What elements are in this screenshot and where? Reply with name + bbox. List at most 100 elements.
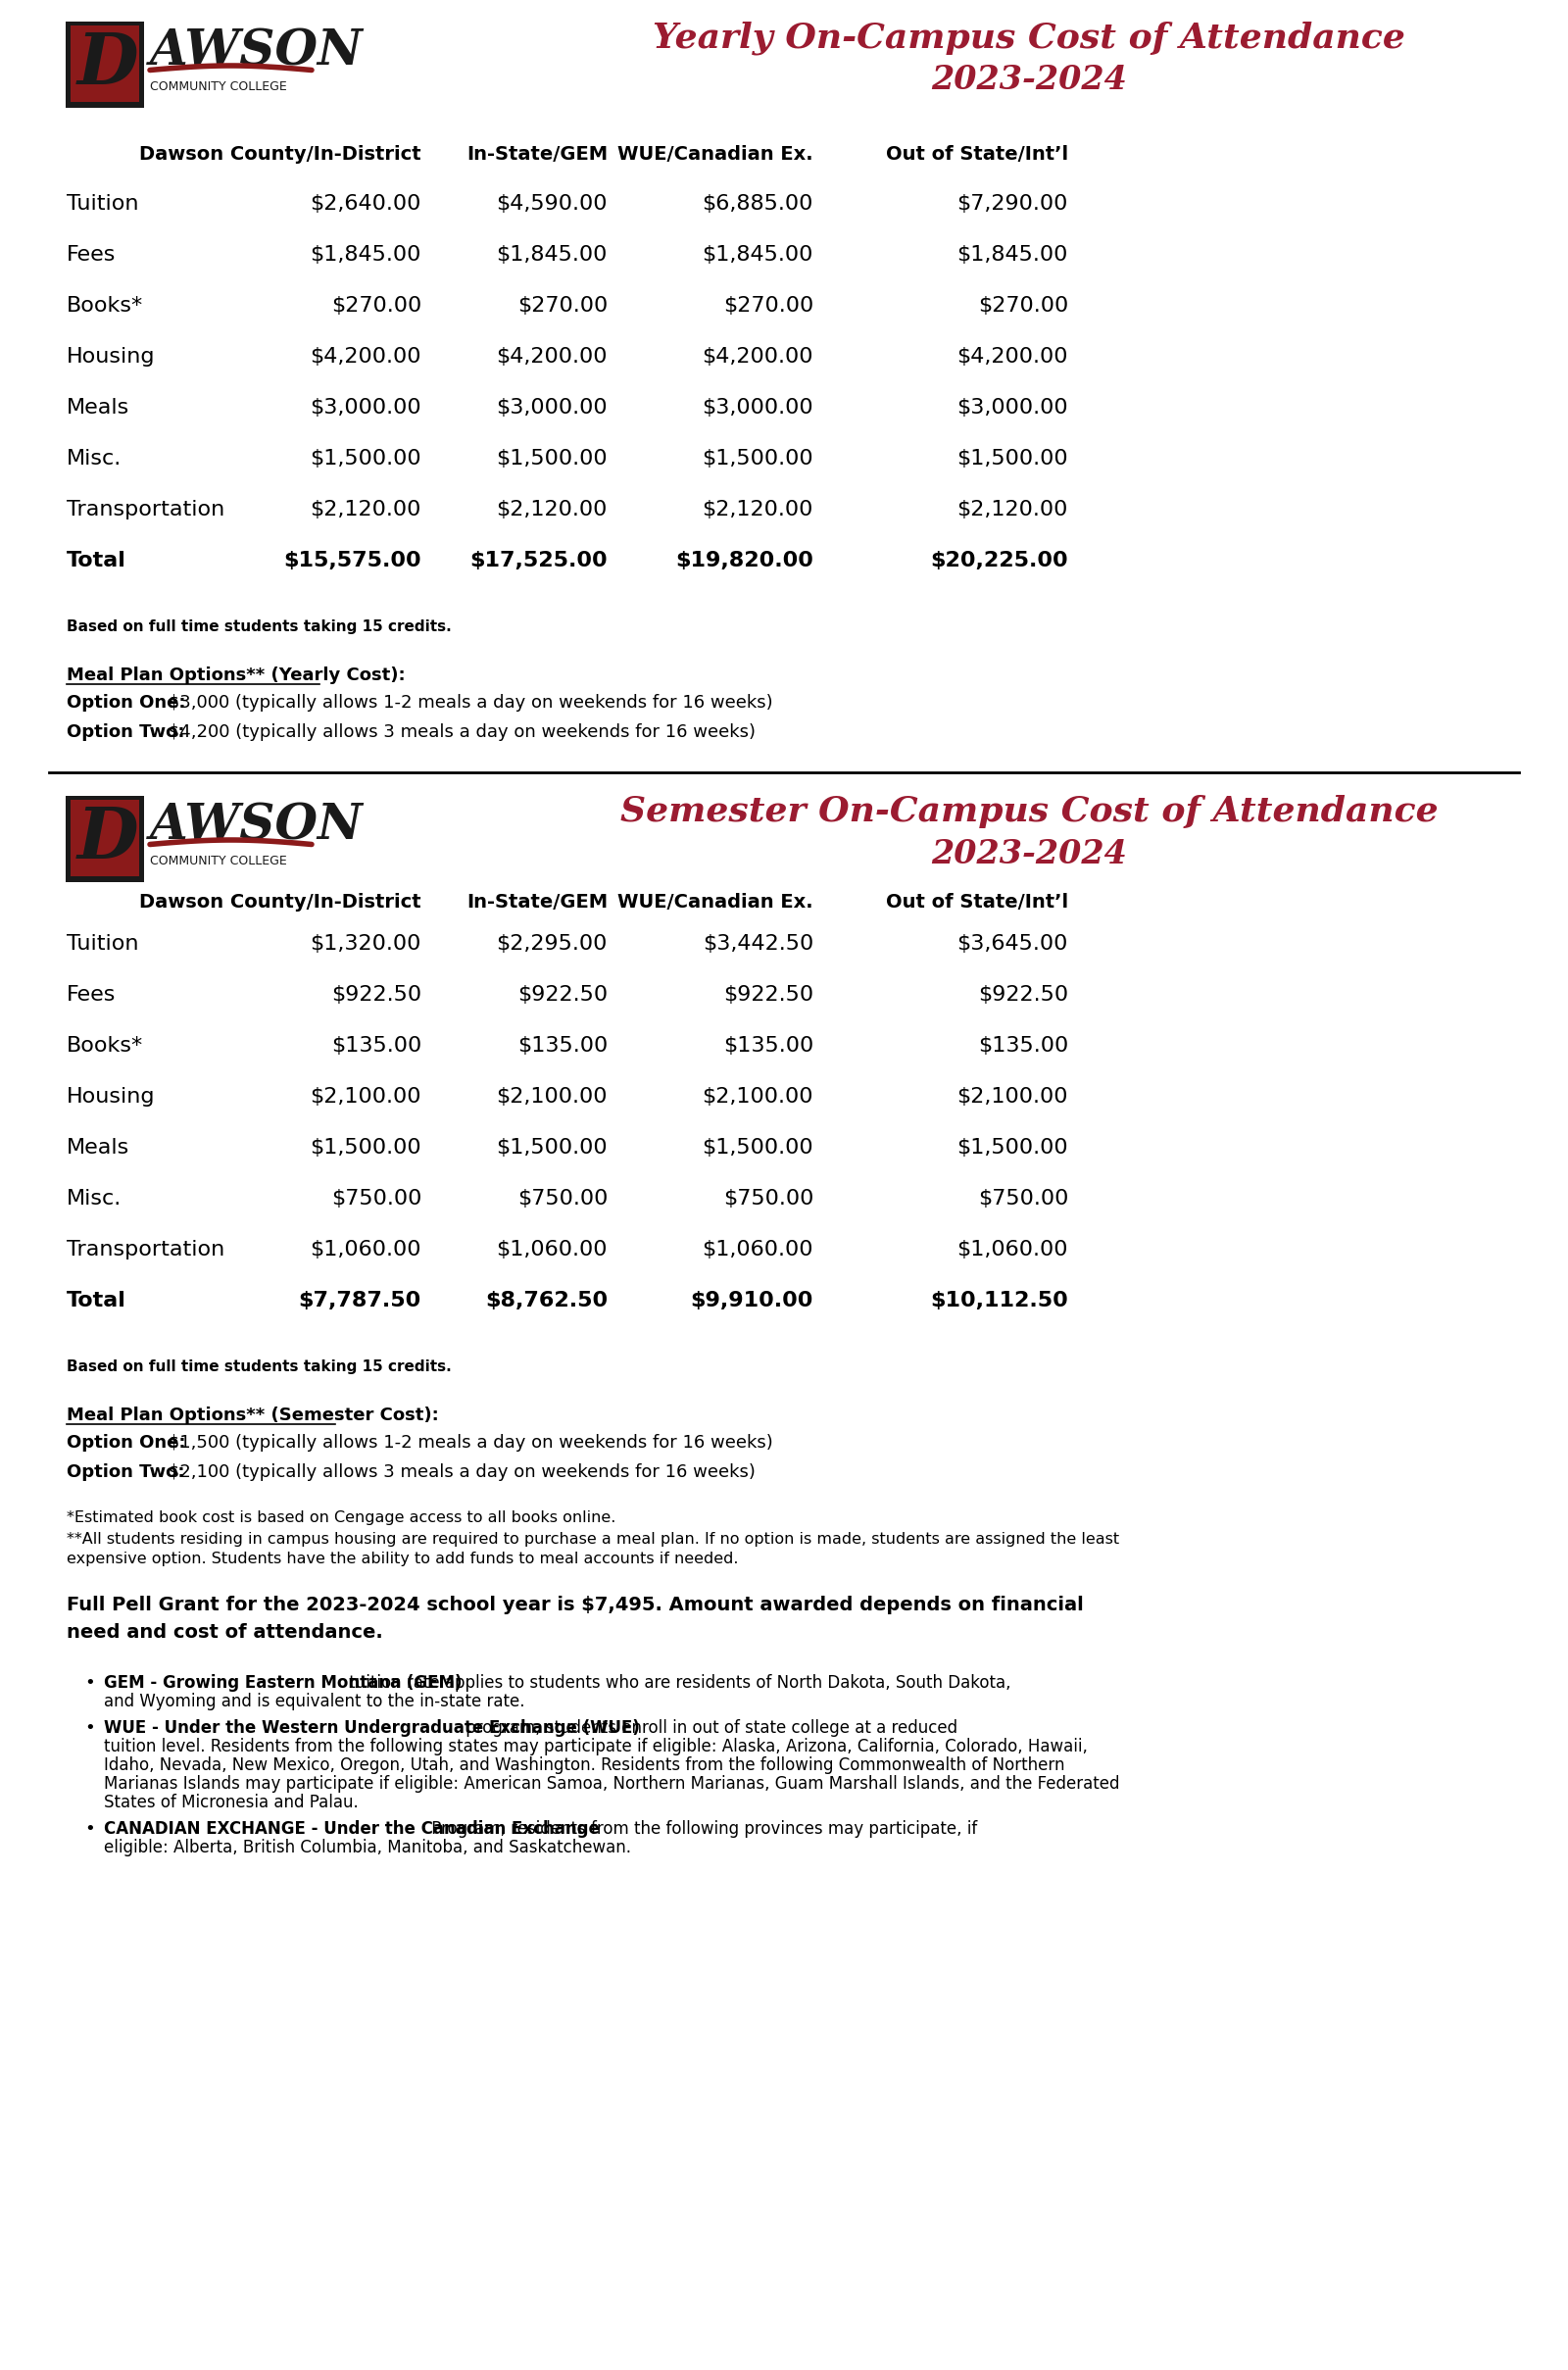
Text: $1,060.00: $1,060.00	[310, 1240, 422, 1258]
Text: Tuition: Tuition	[66, 934, 138, 953]
Text: GEM - Growing Eastern Montana (GEM): GEM - Growing Eastern Montana (GEM)	[103, 1673, 463, 1692]
Text: $1,845.00: $1,845.00	[310, 244, 422, 265]
Text: Books*: Books*	[66, 296, 143, 315]
Text: $922.50: $922.50	[978, 986, 1068, 1005]
Text: $3,000.00: $3,000.00	[702, 398, 814, 417]
FancyBboxPatch shape	[66, 796, 144, 882]
Text: $2,100.00: $2,100.00	[497, 1088, 608, 1107]
Text: tuition level. Residents from the following states may participate if eligible: : tuition level. Residents from the follow…	[103, 1737, 1088, 1756]
Text: Misc.: Misc.	[66, 448, 122, 469]
Text: Meals: Meals	[66, 1138, 130, 1157]
Text: COMMUNITY COLLEGE: COMMUNITY COLLEGE	[151, 853, 287, 867]
Text: $17,525.00: $17,525.00	[470, 550, 608, 571]
Text: WUE/Canadian Ex.: WUE/Canadian Ex.	[618, 893, 814, 912]
Text: Fees: Fees	[66, 244, 116, 265]
Text: $1,060.00: $1,060.00	[956, 1240, 1068, 1258]
Text: D: D	[77, 803, 140, 875]
Text: eligible: Alberta, British Columbia, Manitoba, and Saskatchewan.: eligible: Alberta, British Columbia, Man…	[103, 1839, 630, 1856]
Text: WUE - Under the Western Undergraduate Exchange (WUE): WUE - Under the Western Undergraduate Ex…	[103, 1718, 640, 1737]
Text: Housing: Housing	[66, 1088, 155, 1107]
Text: program, students enroll in out of state college at a reduced: program, students enroll in out of state…	[461, 1718, 958, 1737]
Text: Books*: Books*	[66, 1036, 143, 1055]
Text: $135.00: $135.00	[331, 1036, 422, 1055]
Text: $1,500.00: $1,500.00	[310, 1138, 422, 1157]
Text: $1,500.00: $1,500.00	[702, 448, 814, 469]
Text: Misc.: Misc.	[66, 1190, 122, 1209]
Text: $2,100.00: $2,100.00	[956, 1088, 1068, 1107]
Text: $1,845.00: $1,845.00	[702, 244, 814, 265]
Text: $3,442.50: $3,442.50	[702, 934, 814, 953]
Text: $1,845.00: $1,845.00	[956, 244, 1068, 265]
Text: $4,200.00: $4,200.00	[702, 346, 814, 367]
Text: In-State/GEM: In-State/GEM	[466, 145, 608, 164]
Text: Yearly On-Campus Cost of Attendance: Yearly On-Campus Cost of Attendance	[652, 21, 1405, 55]
FancyBboxPatch shape	[66, 21, 144, 107]
Text: CANADIAN EXCHANGE - Under the Canadian Exchange: CANADIAN EXCHANGE - Under the Canadian E…	[103, 1820, 599, 1837]
Text: $1,060.00: $1,060.00	[702, 1240, 814, 1258]
Text: Transportation: Transportation	[66, 500, 224, 519]
Text: $1,500.00: $1,500.00	[702, 1138, 814, 1157]
Text: •: •	[85, 1718, 94, 1737]
Text: Dawson County/In-District: Dawson County/In-District	[140, 893, 422, 912]
Text: $4,200.00: $4,200.00	[310, 346, 422, 367]
Text: $9,910.00: $9,910.00	[690, 1292, 814, 1311]
Text: 2023-2024: 2023-2024	[931, 64, 1127, 97]
FancyBboxPatch shape	[71, 26, 140, 102]
Text: Meal Plan Options** (Semester Cost):: Meal Plan Options** (Semester Cost):	[66, 1405, 439, 1424]
Text: $1,500.00: $1,500.00	[956, 448, 1068, 469]
Text: $135.00: $135.00	[723, 1036, 814, 1055]
Text: $1,500 (typically allows 1-2 meals a day on weekends for 16 weeks): $1,500 (typically allows 1-2 meals a day…	[163, 1434, 773, 1450]
Text: Total: Total	[66, 550, 127, 571]
Text: $8,762.50: $8,762.50	[485, 1292, 608, 1311]
Text: Full Pell Grant for the 2023-2024 school year is $7,495. Amount awarded depends : Full Pell Grant for the 2023-2024 school…	[66, 1595, 1083, 1614]
Text: tuition rate applies to students who are residents of North Dakota, South Dakota: tuition rate applies to students who are…	[343, 1673, 1011, 1692]
Text: WUE/Canadian Ex.: WUE/Canadian Ex.	[618, 145, 814, 164]
Text: AWSON: AWSON	[151, 803, 364, 851]
Text: Based on full time students taking 15 credits.: Based on full time students taking 15 cr…	[66, 1360, 452, 1375]
Text: $270.00: $270.00	[723, 296, 814, 315]
Text: $2,120.00: $2,120.00	[310, 500, 422, 519]
Text: $270.00: $270.00	[331, 296, 422, 315]
Text: $4,590.00: $4,590.00	[497, 194, 608, 213]
Text: $1,500.00: $1,500.00	[495, 448, 608, 469]
Text: 2023-2024: 2023-2024	[931, 839, 1127, 870]
Text: $135.00: $135.00	[517, 1036, 608, 1055]
Text: In-State/GEM: In-State/GEM	[466, 893, 608, 912]
Text: $750.00: $750.00	[517, 1190, 608, 1209]
Text: $19,820.00: $19,820.00	[676, 550, 814, 571]
Text: COMMUNITY COLLEGE: COMMUNITY COLLEGE	[151, 81, 287, 92]
Text: Option One:: Option One:	[66, 694, 185, 711]
Text: $3,000 (typically allows 1-2 meals a day on weekends for 16 weeks): $3,000 (typically allows 1-2 meals a day…	[163, 694, 773, 711]
Text: $750.00: $750.00	[978, 1190, 1068, 1209]
Text: Total: Total	[66, 1292, 127, 1311]
Text: need and cost of attendance.: need and cost of attendance.	[66, 1623, 383, 1642]
Text: $20,225.00: $20,225.00	[930, 550, 1068, 571]
Text: Option Two:: Option Two:	[66, 1462, 185, 1481]
Text: Option One:: Option One:	[66, 1434, 185, 1450]
Text: $270.00: $270.00	[978, 296, 1068, 315]
Text: $2,100.00: $2,100.00	[310, 1088, 422, 1107]
Text: $2,100 (typically allows 3 meals a day on weekends for 16 weeks): $2,100 (typically allows 3 meals a day o…	[163, 1462, 756, 1481]
Text: expensive option. Students have the ability to add funds to meal accounts if nee: expensive option. Students have the abil…	[66, 1552, 739, 1567]
Text: •: •	[85, 1673, 94, 1692]
Text: Out of State/Int’l: Out of State/Int’l	[886, 893, 1068, 912]
Text: $270.00: $270.00	[517, 296, 608, 315]
Text: $922.50: $922.50	[723, 986, 814, 1005]
Text: $4,200.00: $4,200.00	[956, 346, 1068, 367]
FancyBboxPatch shape	[71, 799, 140, 877]
Text: Dawson County/In-District: Dawson County/In-District	[140, 145, 422, 164]
Text: Transportation: Transportation	[66, 1240, 224, 1258]
Text: **All students residing in campus housing are required to purchase a meal plan. : **All students residing in campus housin…	[66, 1531, 1120, 1548]
Text: $135.00: $135.00	[978, 1036, 1068, 1055]
Text: $6,885.00: $6,885.00	[702, 194, 814, 213]
Text: $2,120.00: $2,120.00	[702, 500, 814, 519]
Text: and Wyoming and is equivalent to the in-state rate.: and Wyoming and is equivalent to the in-…	[103, 1692, 525, 1711]
Text: Idaho, Nevada, New Mexico, Oregon, Utah, and Washington. Residents from the foll: Idaho, Nevada, New Mexico, Oregon, Utah,…	[103, 1756, 1065, 1775]
Text: *Estimated book cost is based on Cengage access to all books online.: *Estimated book cost is based on Cengage…	[66, 1510, 616, 1526]
Text: Meal Plan Options** (Yearly Cost):: Meal Plan Options** (Yearly Cost):	[66, 666, 406, 685]
Text: •: •	[85, 1820, 94, 1837]
Text: Fees: Fees	[66, 986, 116, 1005]
Text: $1,845.00: $1,845.00	[497, 244, 608, 265]
Text: Meals: Meals	[66, 398, 130, 417]
Text: Out of State/Int’l: Out of State/Int’l	[886, 145, 1068, 164]
